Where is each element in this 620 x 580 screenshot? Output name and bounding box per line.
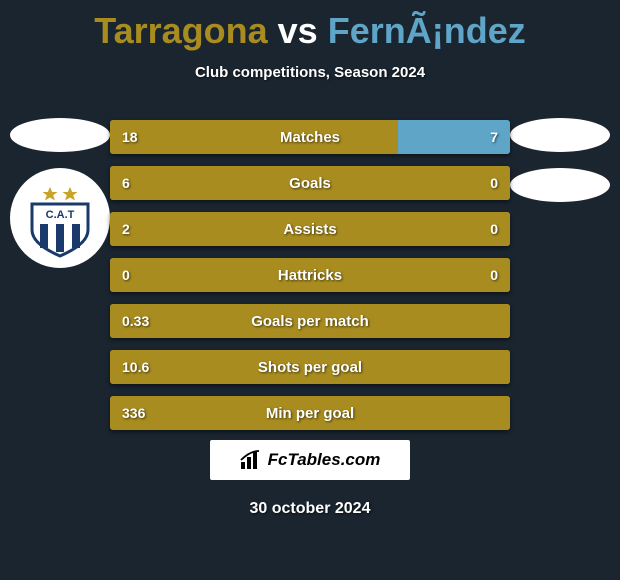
stat-row: 60Goals [110,166,510,200]
stat-name-label: Assists [110,212,510,246]
date-label: 30 october 2024 [0,500,620,518]
player1-club-badge: C.A.T [10,168,110,268]
player1-ellipse [10,118,110,152]
shield-icon: C.A.T [20,178,100,258]
right-badges-column [510,118,610,218]
player2-ellipse-2 [510,168,610,202]
stat-name-label: Goals [110,166,510,200]
stat-bars-container: 187Matches 60Goals 20Assists 00Hattricks 0.3… [110,120,510,442]
stat-row: 20Assists [110,212,510,246]
stat-row: 336Min per goal [110,396,510,430]
fctables-label: FcTables.com [268,450,381,470]
stat-row: 10.6Shots per goal [110,350,510,384]
stat-name-label: Min per goal [110,396,510,430]
player1-name: Tarragona [94,10,267,51]
stat-name-label: Hattricks [110,258,510,292]
subtitle: Club competitions, Season 2024 [0,64,620,81]
stat-name-label: Shots per goal [110,350,510,384]
stat-row: 0.33Goals per match [110,304,510,338]
stat-name-label: Matches [110,120,510,154]
vs-label: vs [278,10,318,51]
left-badges-column: C.A.T [10,118,110,268]
bars-icon [240,450,262,470]
comparison-title: Tarragona vs FernÃ¡ndez [0,0,620,52]
player2-ellipse-1 [510,118,610,152]
stat-name-label: Goals per match [110,304,510,338]
player2-name: FernÃ¡ndez [328,10,526,51]
fctables-watermark: FcTables.com [210,440,410,480]
stat-row: 187Matches [110,120,510,154]
svg-text:C.A.T: C.A.T [46,209,75,221]
stat-row: 00Hattricks [110,258,510,292]
